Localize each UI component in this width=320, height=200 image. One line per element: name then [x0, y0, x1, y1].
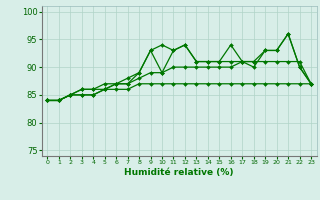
X-axis label: Humidité relative (%): Humidité relative (%) — [124, 168, 234, 177]
